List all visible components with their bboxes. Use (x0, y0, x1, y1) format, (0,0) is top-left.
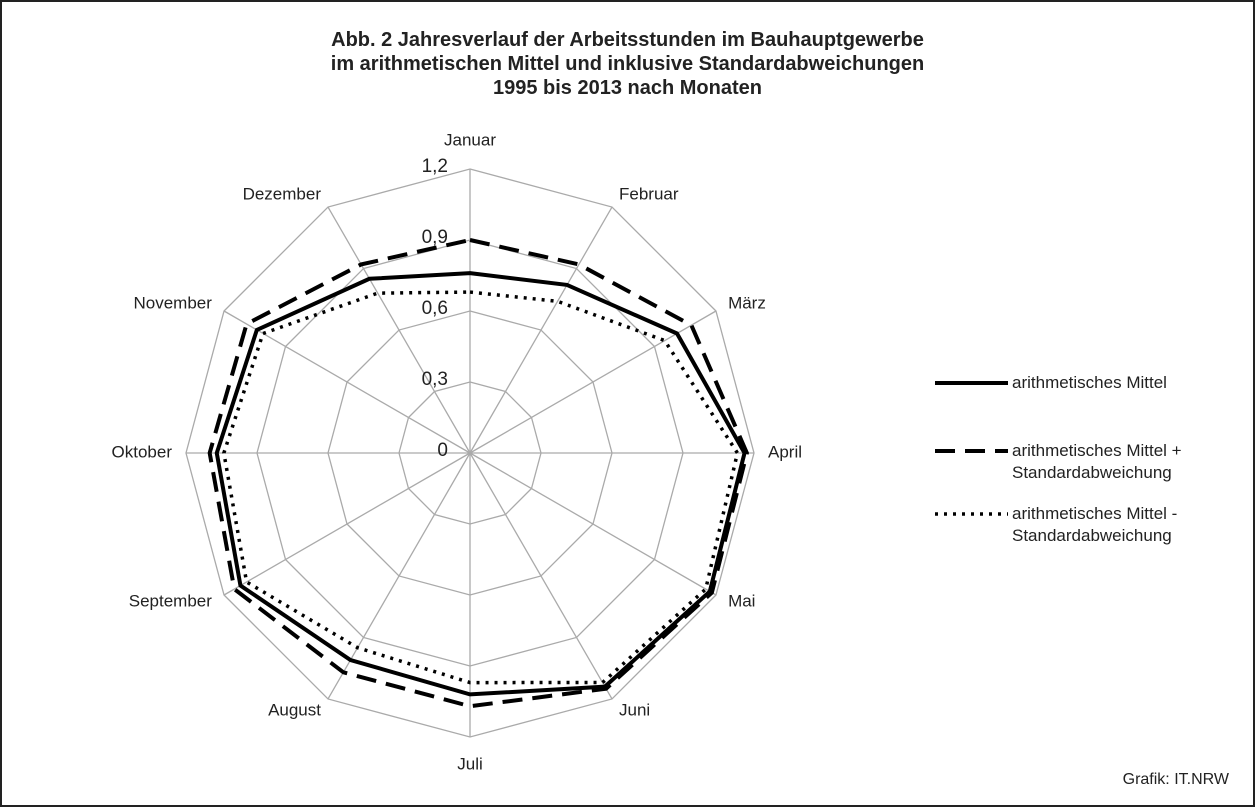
spoke (223, 310, 471, 454)
legend-label: arithmetisches Mittel + Standardabweichu… (1012, 441, 1182, 482)
legend-label: arithmetisches Mittel - Standardabweichu… (1012, 504, 1178, 545)
category-label: November (134, 293, 213, 312)
category-label: April (768, 442, 802, 461)
category-label: Januar (444, 130, 496, 149)
category-label: August (268, 701, 321, 720)
chart-title: Abb. 2 Jahresverlauf der Arbeitsstunden … (330, 29, 925, 99)
legend-label: arithmetisches Mittel (1012, 373, 1167, 392)
spoke (469, 452, 613, 700)
category-label: März (728, 293, 766, 312)
category-label: Oktober (112, 442, 173, 461)
series-line (207, 237, 750, 709)
spoke (469, 452, 717, 596)
category-label: Mai (728, 591, 755, 610)
tick-label: 1,2 (422, 156, 448, 177)
series-line (214, 271, 747, 697)
tick-label: 0,6 (422, 298, 448, 319)
category-label: Juni (619, 701, 650, 720)
category-label: Dezember (243, 184, 322, 203)
category-label: Juli (457, 754, 483, 773)
tick-label: 0,9 (422, 227, 448, 248)
tick-label: 0 (437, 440, 448, 461)
category-label: Februar (619, 184, 679, 203)
source: Grafik: IT.NRW (1122, 771, 1229, 788)
tick-label: 0,3 (422, 369, 448, 390)
category-label: September (129, 591, 212, 610)
series-line (222, 290, 740, 685)
spoke (469, 206, 613, 454)
spoke (327, 206, 471, 454)
spoke (327, 452, 471, 700)
spoke (223, 452, 471, 596)
spoke (469, 310, 717, 454)
